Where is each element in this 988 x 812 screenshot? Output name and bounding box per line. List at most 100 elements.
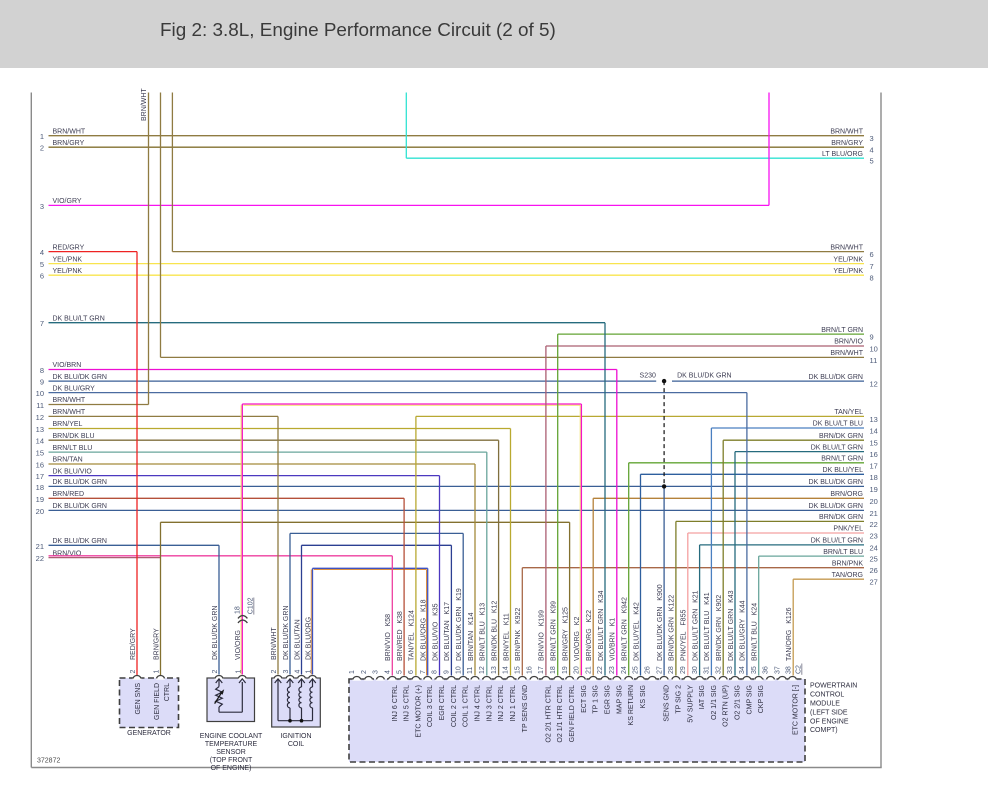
svg-text:38: 38 [785,666,792,674]
svg-text:CONTROL: CONTROL [810,692,844,699]
svg-text:BRN/TAN: BRN/TAN [53,457,83,464]
svg-text:BRN/WHT: BRN/WHT [53,397,86,404]
svg-text:BRN/DK BLU: BRN/DK BLU [53,433,95,440]
svg-text:GEN SNS: GEN SNS [135,683,142,715]
svg-text:12: 12 [870,380,878,389]
svg-text:OF ENGINE: OF ENGINE [810,718,849,725]
svg-text:7: 7 [870,262,874,271]
svg-text:MODULE: MODULE [810,701,840,708]
svg-text:20: 20 [574,666,581,674]
svg-text:INJ 1 CTRL: INJ 1 CTRL [510,685,517,722]
svg-text:5: 5 [396,670,403,674]
svg-text:2: 2 [40,144,44,153]
svg-text:DK BLU/DK GRN: DK BLU/DK GRN [53,374,107,381]
svg-text:BRN/RED K38: BRN/RED K38 [397,611,404,661]
svg-text:BRN/WHT: BRN/WHT [830,350,863,357]
svg-text:4: 4 [295,670,302,674]
svg-text:BRN/YEL K11: BRN/YEL K11 [503,613,510,661]
svg-text:22: 22 [597,666,604,674]
svg-text:1: 1 [40,132,44,141]
svg-text:CMP SIG: CMP SIG [746,685,753,714]
svg-text:BRN/RED: BRN/RED [53,491,85,498]
svg-text:6: 6 [408,670,415,674]
svg-text:SENS GND: SENS GND [664,685,671,722]
svg-text:13: 13 [36,425,44,434]
svg-text:4: 4 [870,146,874,155]
svg-text:INJ 3 CTRL: INJ 3 CTRL [486,685,493,722]
svg-text:BRN/DK GRN K902: BRN/DK GRN K902 [716,595,723,661]
svg-text:11: 11 [467,667,474,674]
svg-text:COIL 3 CTRL: COIL 3 CTRL [427,685,434,727]
svg-text:3: 3 [373,670,380,674]
svg-text:TAN/YEL K124: TAN/YEL K124 [409,610,416,661]
svg-text:DK BLU/YEL K42: DK BLU/YEL K42 [633,602,640,661]
svg-text:2: 2 [212,670,219,674]
svg-text:BRN/LT GRN: BRN/LT GRN [821,327,863,334]
svg-text:DK BLU/LT GRN: DK BLU/LT GRN [811,444,863,451]
svg-text:BRN/WHT: BRN/WHT [53,128,86,135]
svg-text:DK BLU/LT BLU K41: DK BLU/LT BLU K41 [704,592,711,661]
svg-text:(TOP FRONT: (TOP FRONT [210,757,253,764]
svg-text:BRN/LT GRN K99: BRN/LT GRN K99 [551,601,558,661]
svg-text:YEL/PNK: YEL/PNK [833,268,863,275]
svg-text:LT BLU/ORG: LT BLU/ORG [822,151,863,158]
svg-text:22: 22 [36,554,44,563]
svg-text:COMPT): COMPT) [810,727,838,734]
svg-text:OF ENGINE): OF ENGINE) [211,765,252,772]
svg-text:DK BLU/LT GRN K21: DK BLU/LT GRN K21 [692,590,699,661]
svg-text:1: 1 [236,670,243,674]
svg-text:1: 1 [349,670,356,674]
svg-text:COIL 2 CTRL: COIL 2 CTRL [451,685,458,727]
svg-text:TAN/ORG: TAN/ORG [832,572,863,579]
svg-text:BRN/DK GRN: BRN/DK GRN [819,433,863,440]
svg-text:SENSOR: SENSOR [216,749,246,756]
svg-text:CTRL: CTRL [164,683,171,701]
svg-text:O2 RTN (UP): O2 RTN (UP) [723,685,730,727]
svg-text:18: 18 [234,606,241,614]
svg-text:34: 34 [739,666,746,674]
svg-text:RED/GRY: RED/GRY [130,628,137,660]
svg-text:19: 19 [36,495,44,504]
svg-text:6: 6 [40,272,44,281]
svg-text:20: 20 [36,507,44,516]
svg-text:26: 26 [870,566,878,575]
svg-text:DK BLU/DK GRN: DK BLU/DK GRN [53,538,107,545]
svg-text:25: 25 [870,555,878,564]
svg-text:28: 28 [668,666,675,674]
svg-text:BRN/WHT: BRN/WHT [830,244,863,251]
svg-text:7: 7 [420,670,427,674]
svg-text:BRN/DK BLU K12: BRN/DK BLU K12 [491,601,498,661]
svg-text:9: 9 [444,670,451,674]
svg-text:DK BLU/DK GRN: DK BLU/DK GRN [677,373,731,380]
svg-text:GEN FIELD: GEN FIELD [154,683,161,720]
svg-text:DK BLU/TAN: DK BLU/TAN [294,619,301,660]
svg-text:9: 9 [40,378,44,387]
svg-text:GENERATOR: GENERATOR [127,730,171,737]
svg-text:11: 11 [36,401,44,410]
svg-text:8: 8 [40,366,44,375]
svg-text:ETC MOTOR [-]: ETC MOTOR [-] [793,685,800,735]
svg-text:ECT SIG: ECT SIG [581,685,588,713]
svg-text:DK BLU/DK GRN: DK BLU/DK GRN [809,503,863,510]
svg-text:YEL/PNK: YEL/PNK [53,268,83,275]
svg-text:18: 18 [550,666,557,674]
svg-text:BRN/PNK K922: BRN/PNK K922 [515,608,522,661]
svg-text:21: 21 [36,542,44,551]
svg-text:S230: S230 [640,373,656,380]
svg-text:BRN/DK GRN K122: BRN/DK GRN K122 [669,595,676,661]
svg-text:1: 1 [306,670,313,674]
svg-text:372872: 372872 [37,758,60,765]
svg-text:19: 19 [562,666,569,674]
svg-text:7: 7 [40,319,44,328]
svg-text:2: 2 [361,670,368,674]
svg-text:Fig 2: 3.8L, Engine Performanc: Fig 2: 3.8L, Engine Performance Circuit … [160,20,556,41]
svg-text:18: 18 [870,473,878,482]
svg-text:BRN/WHT: BRN/WHT [53,409,86,416]
svg-text:BRN/LT BLU: BRN/LT BLU [823,549,863,556]
svg-text:IGNITION: IGNITION [280,733,311,740]
svg-text:BRN/LT GRN K942: BRN/LT GRN K942 [622,597,629,661]
svg-text:O2 2/1 SIG: O2 2/1 SIG [735,685,742,720]
svg-text:TP SENS GND: TP SENS GND [522,685,529,732]
svg-text:DK BLU/YEL: DK BLU/YEL [823,467,864,474]
svg-text:27: 27 [656,666,663,674]
